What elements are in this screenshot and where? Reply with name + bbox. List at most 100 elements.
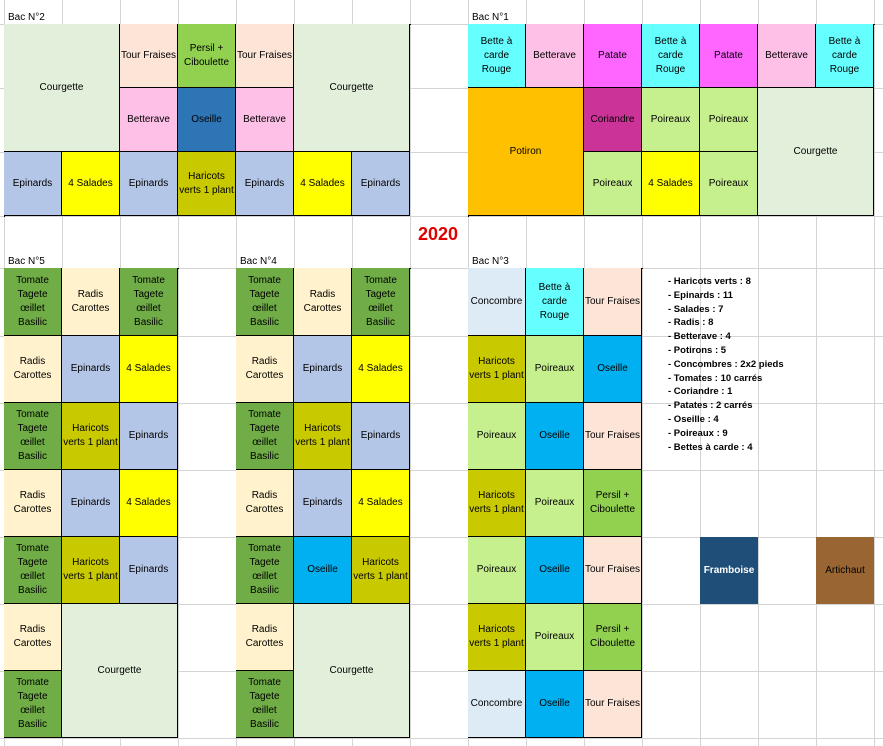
bac2-cell-tour-fraises-2[interactable]: Tour Fraises (236, 24, 294, 88)
totals-item: - Potirons : 5 (668, 344, 727, 356)
bac1-cell-courgette[interactable]: Courgette (758, 88, 874, 216)
bac3-cell-r7c2[interactable]: Oseille (526, 671, 584, 738)
bac2-title: Bac N°2 (8, 12, 45, 23)
bac3-cell-r1c1[interactable]: Concombre (468, 268, 526, 336)
bac3-cell-r1c3[interactable]: Tour Fraises (584, 268, 642, 336)
bac1-cell-poireaux-3[interactable]: Poireaux (584, 152, 642, 216)
bac2-cell-betterave-1[interactable]: Betterave (120, 88, 178, 152)
bac4-cell-r4c3[interactable]: 4 Salades (352, 470, 410, 537)
bac5-cell-r5c3[interactable]: Epinards (120, 537, 178, 604)
bac4-cell-r2c1[interactable]: Radis Carottes (236, 336, 294, 403)
framboise-cell[interactable]: Framboise (700, 537, 758, 604)
bac5-cell-r2c2[interactable]: Epinards (62, 336, 120, 403)
bac2-cell-courgette-left[interactable]: Courgette (4, 24, 120, 152)
totals-item: - Patates : 2 carrés (668, 400, 753, 412)
bac2-cell-courgette-right[interactable]: Courgette (294, 24, 410, 152)
bac3-cell-r6c1[interactable]: Haricots verts 1 plant (468, 604, 526, 671)
artichaut-cell[interactable]: Artichaut (816, 537, 874, 604)
bac1-cell-betterave-1[interactable]: Betterave (526, 24, 584, 88)
bac4-cell-r2c3[interactable]: 4 Salades (352, 336, 410, 403)
bac4-cell-r4c1[interactable]: Radis Carottes (236, 470, 294, 537)
bac3-cell-r3c2[interactable]: Oseille (526, 403, 584, 470)
bac3-cell-r1c2[interactable]: Bette à carde Rouge (526, 268, 584, 336)
bac5-cell-r3c1[interactable]: Tomate Tagete œillet Basilic (4, 403, 62, 470)
bac5-cell-r1c1[interactable]: Tomate Tagete œillet Basilic (4, 268, 62, 336)
bac3-cell-r6c3[interactable]: Persil + Ciboulette (584, 604, 642, 671)
bac1-cell-salades[interactable]: 4 Salades (642, 152, 700, 216)
bac5-cell-r5c2[interactable]: Haricots verts 1 plant (62, 537, 120, 604)
bac3-cell-r7c3[interactable]: Tour Fraises (584, 671, 642, 738)
bac5-cell-r1c2[interactable]: Radis Carottes (62, 268, 120, 336)
bac4-cell-r3c2[interactable]: Haricots verts 1 plant (294, 403, 352, 470)
bac1-cell-potiron[interactable]: Potiron (468, 88, 584, 216)
bac3-cell-r2c2[interactable]: Poireaux (526, 336, 584, 403)
bac4-cell-r7c1[interactable]: Tomate Tagete œillet Basilic (236, 671, 294, 738)
bac4-cell-r5c3[interactable]: Haricots verts 1 plant (352, 537, 410, 604)
bac2-cell-betterave-2[interactable]: Betterave (236, 88, 294, 152)
bac3-title: Bac N°3 (472, 256, 509, 267)
bac1-cell-betterave-2[interactable]: Betterave (758, 24, 816, 88)
bac1-cell-poireaux-2[interactable]: Poireaux (700, 88, 758, 152)
bac4-cell-courgette[interactable]: Courgette (294, 604, 410, 738)
bac5-cell-r2c1[interactable]: Radis Carottes (4, 336, 62, 403)
bac3-cell-r4c2[interactable]: Poireaux (526, 470, 584, 537)
bac3-cell-r4c3[interactable]: Persil + Ciboulette (584, 470, 642, 537)
bac2-cell-salades-1[interactable]: 4 Salades (62, 152, 120, 216)
totals-list: - Haricots verts : 8 - Epinards : 11 - S… (668, 275, 784, 454)
bac4-cell-r4c2[interactable]: Epinards (294, 470, 352, 537)
bac3-cell-r5c3[interactable]: Tour Fraises (584, 537, 642, 604)
bac5-cell-r4c3[interactable]: 4 Salades (120, 470, 178, 537)
bac3-cell-r5c2[interactable]: Oseille (526, 537, 584, 604)
bac1-cell-patate-1[interactable]: Patate (584, 24, 642, 88)
bac5-cell-r4c2[interactable]: Epinards (62, 470, 120, 537)
bac2-cell-epinards-2[interactable]: Epinards (120, 152, 178, 216)
bac1-cell-patate-2[interactable]: Patate (700, 24, 758, 88)
bac2-cell-oseille[interactable]: Oseille (178, 88, 236, 152)
bac5-cell-r1c3[interactable]: Tomate Tagete œillet Basilic (120, 268, 178, 336)
bac3-cell-r7c1[interactable]: Concombre (468, 671, 526, 738)
bac5-cell-courgette[interactable]: Courgette (62, 604, 178, 738)
bac5-cell-r6c1[interactable]: Radis Carottes (4, 604, 62, 671)
totals-item: - Salades : 7 (668, 303, 724, 315)
bac5-cell-r4c1[interactable]: Radis Carottes (4, 470, 62, 537)
bac2-cell-tour-fraises-1[interactable]: Tour Fraises (120, 24, 178, 88)
bac4-cell-r1c3[interactable]: Tomate Tagete œillet Basilic (352, 268, 410, 336)
bac2-cell-salades-2[interactable]: 4 Salades (294, 152, 352, 216)
bac5-cell-r3c2[interactable]: Haricots verts 1 plant (62, 403, 120, 470)
bac5-cell-r5c1[interactable]: Tomate Tagete œillet Basilic (4, 537, 62, 604)
bac1-cell-poireaux-1[interactable]: Poireaux (642, 88, 700, 152)
bac4-cell-r3c1[interactable]: Tomate Tagete œillet Basilic (236, 403, 294, 470)
bac4-cell-r1c2[interactable]: Radis Carottes (294, 268, 352, 336)
bac4-cell-r1c1[interactable]: Tomate Tagete œillet Basilic (236, 268, 294, 336)
bac2-cell-epinards-3[interactable]: Epinards (236, 152, 294, 216)
bac5-cell-r3c3[interactable]: Epinards (120, 403, 178, 470)
totals-item: - Coriandre : 1 (668, 386, 733, 398)
bac2-cell-haricots[interactable]: Haricots verts 1 plant (178, 152, 236, 216)
totals-item: - Radis : 8 (668, 317, 714, 329)
bac2-cell-persil[interactable]: Persil + Ciboulette (178, 24, 236, 88)
totals-item: - Oseille : 4 (668, 413, 719, 425)
bac1-title: Bac N°1 (472, 12, 509, 23)
bac1-cell-bette-3[interactable]: Bette à carde Rouge (816, 24, 874, 88)
totals-item: - Betterave : 4 (668, 331, 731, 343)
bac1-cell-bette-2[interactable]: Bette à carde Rouge (642, 24, 700, 88)
bac2-cell-epinards-4[interactable]: Epinards (352, 152, 410, 216)
bac4-cell-r3c3[interactable]: Epinards (352, 403, 410, 470)
bac5-cell-r2c3[interactable]: 4 Salades (120, 336, 178, 403)
bac1-cell-coriandre[interactable]: Coriandre (584, 88, 642, 152)
bac3-cell-r3c3[interactable]: Tour Fraises (584, 403, 642, 470)
bac3-cell-r6c2[interactable]: Poireaux (526, 604, 584, 671)
bac5-cell-r7c1[interactable]: Tomate Tagete œillet Basilic (4, 671, 62, 738)
bac4-cell-r2c2[interactable]: Epinards (294, 336, 352, 403)
bac3-cell-r2c1[interactable]: Haricots verts 1 plant (468, 336, 526, 403)
bac3-cell-r4c1[interactable]: Haricots verts 1 plant (468, 470, 526, 537)
bac3-cell-r2c3[interactable]: Oseille (584, 336, 642, 403)
bac1-cell-bette-1[interactable]: Bette à carde Rouge (468, 24, 526, 88)
bac1-cell-poireaux-4[interactable]: Poireaux (700, 152, 758, 216)
bac4-cell-r5c2[interactable]: Oseille (294, 537, 352, 604)
bac4-cell-r5c1[interactable]: Tomate Tagete œillet Basilic (236, 537, 294, 604)
bac3-cell-r5c1[interactable]: Poireaux (468, 537, 526, 604)
bac4-cell-r6c1[interactable]: Radis Carottes (236, 604, 294, 671)
bac3-cell-r3c1[interactable]: Poireaux (468, 403, 526, 470)
bac2-cell-epinards-1[interactable]: Epinards (4, 152, 62, 216)
